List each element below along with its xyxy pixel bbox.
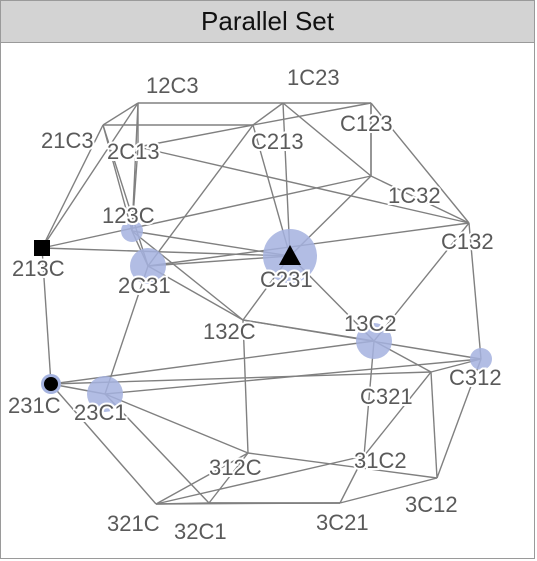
edge-C123-C213 xyxy=(252,102,372,126)
highlight-C312 xyxy=(470,348,492,370)
vertex-label-3C21: 3C21 xyxy=(316,510,369,535)
vertex-label-21C3: 21C3 xyxy=(41,128,94,153)
vertex-label-2C13: 2C13 xyxy=(107,139,160,164)
vertex-label-C123: C123 xyxy=(340,111,393,136)
vertex-label-1C32: 1C32 xyxy=(388,183,441,208)
panel-title: Parallel Set xyxy=(1,1,534,43)
edge-231C-321C xyxy=(50,383,157,505)
vertex-label-312C: 312C xyxy=(209,455,262,480)
edge-213C-231C xyxy=(41,247,52,385)
edge-1C23-1C32 xyxy=(282,102,372,177)
edge-213C-C231 xyxy=(41,247,291,257)
vertex-label-C231: C231 xyxy=(260,267,313,292)
edge-2C13-C132 xyxy=(137,146,470,224)
edge-C321-31C2 xyxy=(363,371,432,457)
vertex-label-123C: 123C xyxy=(102,203,155,228)
square-marker-icon xyxy=(34,240,50,256)
vertex-markers xyxy=(34,240,301,394)
edge-123C-132C xyxy=(131,230,244,321)
graph-edges xyxy=(41,102,482,505)
edge-321C-32C1 xyxy=(155,502,210,505)
highlight-2C31 xyxy=(130,248,166,284)
highlight-23C1 xyxy=(87,376,123,412)
highlight-13C2 xyxy=(356,323,392,359)
vertex-label-132C: 132C xyxy=(203,319,256,344)
vertex-labels: 12C3 1C23 21C3 2C13 C213 C123 123C 1C32 213C 2C31… xyxy=(6,63,504,546)
edge-2C31-23C1 xyxy=(104,265,149,395)
edge-312C-3C12 xyxy=(247,452,438,479)
edge-13C2-31C2 xyxy=(363,340,375,457)
edge-23C1-312C xyxy=(104,393,249,454)
vertex-label-C132: C132 xyxy=(441,229,494,254)
edge-C213-2C31 xyxy=(147,124,254,267)
vertex-label-C321: C321 xyxy=(360,384,413,409)
triangle-marker-icon xyxy=(279,245,301,265)
edge-23C1-32C1 xyxy=(104,393,210,504)
vertex-label-1C23: 1C23 xyxy=(287,65,340,90)
circle-marker-icon xyxy=(44,377,58,391)
edge-213C-1C32 xyxy=(41,175,372,249)
vertex-label-213C: 213C xyxy=(12,256,65,281)
edge-2C31-132C xyxy=(147,265,244,321)
edge-12C3-123C xyxy=(131,102,139,232)
vertex-label-231C: 231C xyxy=(8,393,61,418)
vertex-label-C312: C312 xyxy=(449,365,502,390)
edge-21C3-123C xyxy=(102,124,133,232)
highlight-123C xyxy=(121,220,143,242)
edge-21C3-2C31 xyxy=(102,124,149,267)
edge-312C-321C xyxy=(155,452,249,505)
vertex-label-3C12: 3C12 xyxy=(405,492,458,517)
vertex-label-13C2: 13C2 xyxy=(344,311,397,336)
edge-312C-32C1 xyxy=(208,452,249,504)
edge-C132-13C2 xyxy=(373,222,470,342)
edge-C312-C132 xyxy=(468,222,482,360)
edge-1C23-C213 xyxy=(252,102,284,126)
edge-132C-312C xyxy=(242,319,249,454)
vertex-label-12C3: 12C3 xyxy=(146,73,199,98)
edge-3C21-3C12 xyxy=(339,477,438,504)
edge-321C-31C2 xyxy=(155,455,365,505)
edge-132C-13C2 xyxy=(242,319,375,342)
edge-C132-1C32 xyxy=(370,175,470,224)
vertex-label-23C1: 23C1 xyxy=(74,400,127,425)
edge-3C12-C312 xyxy=(436,358,482,479)
edge-21C3-213C xyxy=(41,124,104,249)
edge-12C3-213C xyxy=(41,102,139,249)
vertex-label-2C31: 2C31 xyxy=(118,273,171,298)
edge-C123-C132 xyxy=(370,102,470,224)
vertex-label-321C: 321C xyxy=(107,511,160,536)
edge-C213-2C13 xyxy=(137,124,254,148)
vertex-label-31C2: 31C2 xyxy=(354,448,407,473)
vertex-label-32C1: 32C1 xyxy=(174,519,227,544)
vertex-label-C213: C213 xyxy=(251,129,304,154)
edge-31C2-3C21 xyxy=(339,455,365,504)
edge-C321-3C12 xyxy=(430,371,438,479)
edge-12C3-21C3 xyxy=(102,102,139,126)
